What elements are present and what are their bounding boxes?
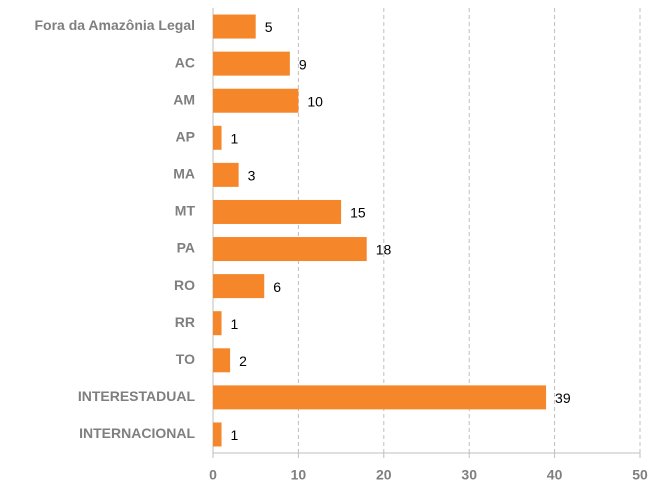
value-label: 6	[273, 279, 281, 295]
y-tick-label: MT	[175, 203, 196, 219]
bar	[213, 348, 231, 373]
value-label: 1	[231, 427, 239, 443]
bar	[213, 88, 299, 113]
value-label: 5	[265, 19, 273, 35]
value-label: 1	[231, 316, 239, 332]
value-label: 3	[248, 168, 256, 184]
y-tick-label: PA	[177, 240, 195, 256]
bar	[213, 14, 256, 39]
value-label: 39	[555, 390, 571, 406]
value-label: 10	[307, 93, 323, 109]
y-tick-label: TO	[176, 351, 195, 367]
value-label: 2	[239, 353, 247, 369]
bar	[213, 237, 367, 262]
value-label: 1	[231, 130, 239, 146]
bar	[213, 311, 222, 336]
x-tick-label: 20	[376, 467, 392, 483]
value-label: 15	[350, 205, 366, 221]
y-tick-label: Fora da Amazônia Legal	[34, 17, 195, 33]
value-label: 9	[299, 56, 307, 72]
x-tick-label: 30	[461, 467, 477, 483]
x-tick-label: 0	[209, 467, 217, 483]
x-tick-label: 50	[632, 467, 648, 483]
y-tick-label: MA	[173, 166, 195, 182]
value-label: 18	[376, 242, 392, 258]
y-tick-label: RO	[174, 277, 195, 293]
bar	[213, 422, 222, 447]
bar	[213, 125, 222, 150]
bar	[213, 162, 239, 187]
y-tick-label: RR	[175, 314, 195, 330]
bar	[213, 385, 547, 410]
bar	[213, 199, 342, 224]
y-tick-label: AC	[175, 54, 195, 70]
y-tick-label: INTERNACIONAL	[79, 425, 195, 441]
x-tick-label: 10	[291, 467, 307, 483]
y-tick-label: AM	[173, 91, 195, 107]
bar	[213, 274, 265, 299]
bar	[213, 51, 290, 76]
y-tick-label: AP	[176, 128, 195, 144]
x-tick-label: 40	[547, 467, 563, 483]
y-tick-label: INTERESTADUAL	[78, 388, 196, 404]
